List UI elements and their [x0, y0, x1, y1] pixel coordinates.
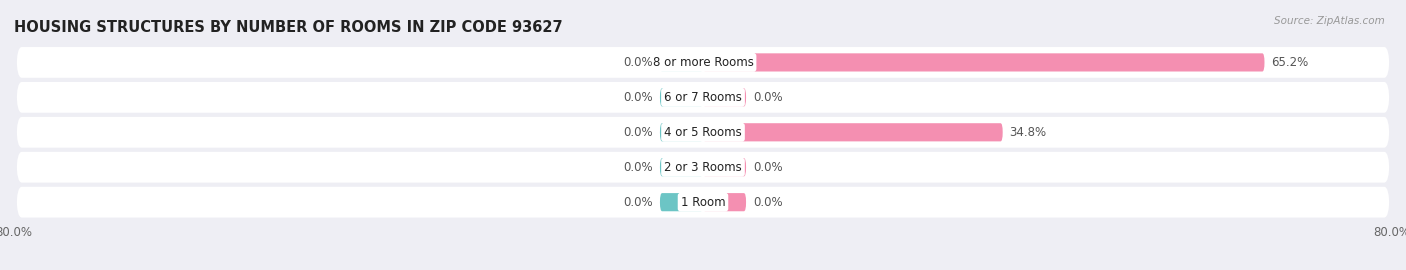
Text: 34.8%: 34.8% — [1010, 126, 1046, 139]
Text: Source: ZipAtlas.com: Source: ZipAtlas.com — [1274, 16, 1385, 26]
Text: 0.0%: 0.0% — [623, 161, 652, 174]
Text: 0.0%: 0.0% — [754, 161, 783, 174]
FancyBboxPatch shape — [17, 82, 1389, 113]
Text: 4 or 5 Rooms: 4 or 5 Rooms — [664, 126, 742, 139]
Text: 0.0%: 0.0% — [754, 196, 783, 209]
Text: 1 Room: 1 Room — [681, 196, 725, 209]
Text: 8 or more Rooms: 8 or more Rooms — [652, 56, 754, 69]
FancyBboxPatch shape — [17, 117, 1389, 148]
FancyBboxPatch shape — [659, 53, 703, 72]
FancyBboxPatch shape — [703, 88, 747, 106]
Text: 0.0%: 0.0% — [623, 91, 652, 104]
FancyBboxPatch shape — [17, 47, 1389, 78]
FancyBboxPatch shape — [703, 123, 1002, 141]
Text: HOUSING STRUCTURES BY NUMBER OF ROOMS IN ZIP CODE 93627: HOUSING STRUCTURES BY NUMBER OF ROOMS IN… — [14, 20, 562, 35]
Text: 0.0%: 0.0% — [623, 126, 652, 139]
FancyBboxPatch shape — [17, 187, 1389, 218]
Text: 6 or 7 Rooms: 6 or 7 Rooms — [664, 91, 742, 104]
FancyBboxPatch shape — [17, 152, 1389, 183]
FancyBboxPatch shape — [703, 193, 747, 211]
FancyBboxPatch shape — [659, 193, 703, 211]
Text: 2 or 3 Rooms: 2 or 3 Rooms — [664, 161, 742, 174]
FancyBboxPatch shape — [659, 158, 703, 176]
Text: 0.0%: 0.0% — [623, 56, 652, 69]
Text: 0.0%: 0.0% — [623, 196, 652, 209]
Text: 0.0%: 0.0% — [754, 91, 783, 104]
Text: 65.2%: 65.2% — [1271, 56, 1309, 69]
FancyBboxPatch shape — [703, 158, 747, 176]
FancyBboxPatch shape — [703, 53, 1264, 72]
FancyBboxPatch shape — [659, 88, 703, 106]
FancyBboxPatch shape — [659, 123, 703, 141]
